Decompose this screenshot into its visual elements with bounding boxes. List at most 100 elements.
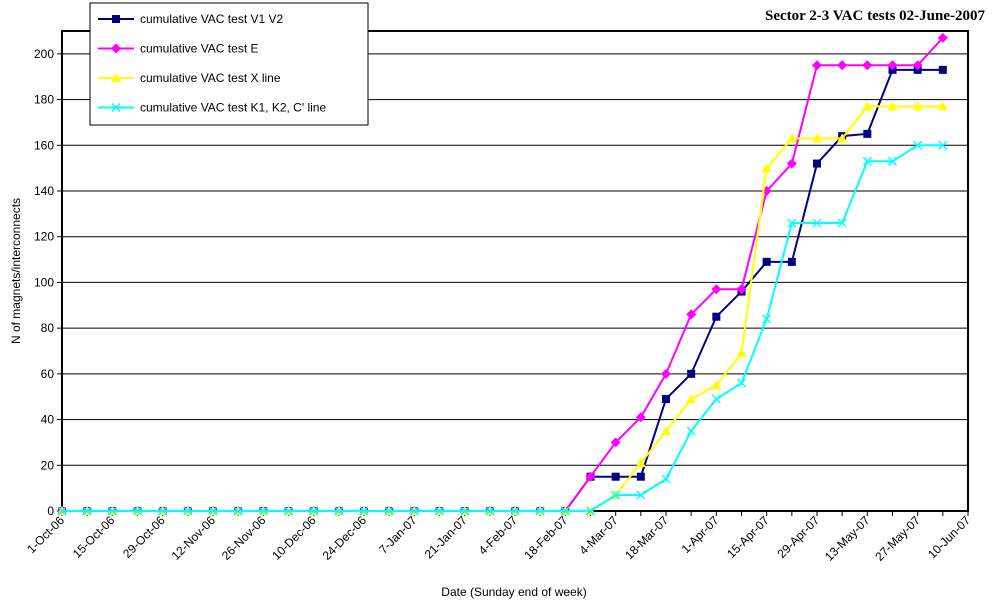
marker <box>111 43 121 54</box>
x-tick-label: 26-Nov-06 <box>219 513 269 563</box>
y-tick-label: 60 <box>41 367 55 381</box>
marker <box>912 101 923 111</box>
marker <box>736 284 747 295</box>
marker <box>712 312 721 321</box>
marker <box>183 506 193 516</box>
marker <box>309 506 319 516</box>
marker <box>862 101 873 111</box>
x-tick-label: 7-Jan-07 <box>376 513 420 557</box>
series-line <box>62 68 943 512</box>
marker <box>687 369 696 378</box>
x-tick-label: 29-Apr-07 <box>774 513 822 561</box>
marker <box>736 348 747 358</box>
y-tick-label: 200 <box>34 47 54 61</box>
marker <box>938 65 947 74</box>
marker <box>107 506 117 516</box>
x-tick-label: 12-Nov-06 <box>169 513 219 563</box>
y-tick-label: 120 <box>34 230 54 244</box>
y-tick-label: 40 <box>41 413 55 427</box>
marker <box>661 368 671 379</box>
marker <box>585 471 596 482</box>
marker <box>686 394 697 403</box>
marker <box>787 218 797 228</box>
marker <box>913 140 923 150</box>
marker <box>762 257 771 266</box>
marker <box>937 101 948 111</box>
x-tick-label: 29-Oct-06 <box>120 513 168 561</box>
marker <box>384 506 394 516</box>
y-tick-label: 0 <box>47 504 54 518</box>
marker <box>258 506 268 516</box>
marker <box>938 140 948 150</box>
legend-marker <box>111 43 121 54</box>
marker <box>233 506 243 516</box>
series-line <box>62 105 943 512</box>
marker <box>812 60 822 71</box>
marker <box>460 506 470 516</box>
marker <box>813 159 821 168</box>
marker <box>711 380 722 390</box>
x-tick-label: 18-Feb-07 <box>521 513 570 562</box>
y-tick-label: 140 <box>34 184 54 198</box>
marker <box>132 506 143 516</box>
marker <box>862 60 873 71</box>
marker <box>711 394 721 404</box>
y-tick-label: 100 <box>34 275 54 289</box>
marker <box>334 506 344 516</box>
legend-label: cumulative VAC test V1 V2 <box>140 12 284 26</box>
marker <box>636 472 645 481</box>
marker <box>359 506 369 516</box>
marker <box>812 133 822 143</box>
marker <box>661 474 671 484</box>
marker <box>57 506 67 516</box>
marker <box>887 60 898 71</box>
marker <box>837 60 848 71</box>
marker <box>611 490 621 500</box>
legend-marker <box>111 102 121 113</box>
marker <box>283 506 294 516</box>
series-line <box>62 144 943 512</box>
y-tick-label: 180 <box>34 93 54 107</box>
marker <box>937 32 948 43</box>
x-tick-label: 1-Apr-07 <box>679 513 722 556</box>
x-tick-label: 15-Apr-07 <box>724 513 772 561</box>
marker <box>862 156 872 166</box>
y-tick-label: 80 <box>41 321 55 335</box>
marker <box>837 218 847 228</box>
marker <box>409 506 419 516</box>
y-axis-label: N of magnets/interconnects <box>9 198 23 344</box>
marker <box>661 426 671 435</box>
y-tick-label: 20 <box>41 458 55 472</box>
y-tick-label: 160 <box>34 138 54 152</box>
legend-box <box>89 2 369 126</box>
marker <box>610 437 621 448</box>
x-tick-label: 10-Dec-06 <box>269 513 319 563</box>
marker <box>535 506 545 516</box>
marker <box>111 73 121 82</box>
marker <box>485 506 495 516</box>
chart-title: Sector 2-3 VAC tests 02-June-2007 <box>765 8 985 24</box>
marker <box>208 506 218 516</box>
marker <box>686 309 697 320</box>
marker <box>786 133 797 143</box>
marker <box>812 218 822 228</box>
marker <box>434 506 445 516</box>
marker <box>736 378 747 388</box>
marker <box>887 156 898 166</box>
legend-label: cumulative VAC test X line <box>140 71 281 85</box>
x-axis-label: Date (Sunday end of week) <box>441 585 586 599</box>
marker <box>863 129 872 138</box>
marker <box>111 102 121 113</box>
marker <box>560 506 570 516</box>
marker <box>686 426 696 436</box>
x-tick-label: 1-Oct-06 <box>24 513 67 556</box>
marker <box>635 412 646 423</box>
legend-label: cumulative VAC test K1, K2, C' line <box>140 101 326 115</box>
marker <box>887 101 898 111</box>
marker <box>635 458 646 467</box>
marker <box>761 163 772 173</box>
marker <box>762 314 772 324</box>
x-tick-label: 4-Feb-07 <box>476 513 521 558</box>
marker <box>787 257 796 266</box>
marker <box>82 506 92 516</box>
